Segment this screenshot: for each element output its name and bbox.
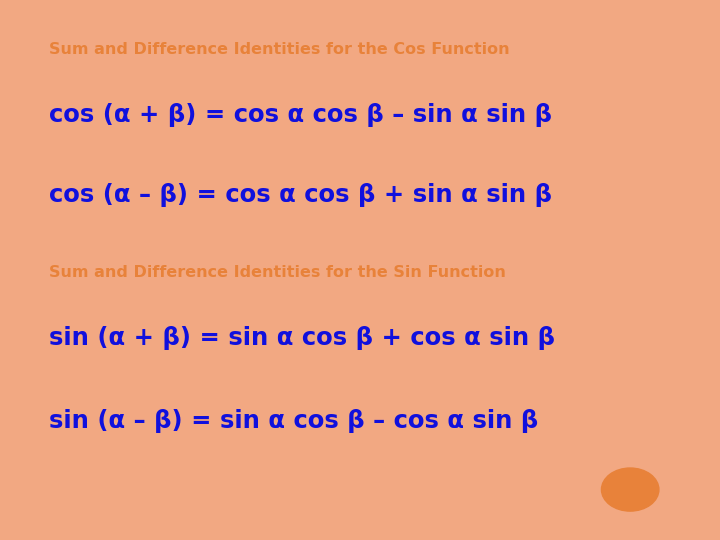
Text: cos (α + β) = cos α cos β – sin α sin β: cos (α + β) = cos α cos β – sin α sin β xyxy=(49,103,552,127)
Text: Sum and Difference Identities for the Cos Function: Sum and Difference Identities for the Co… xyxy=(49,42,510,57)
Text: cos (α – β) = cos α cos β + sin α sin β: cos (α – β) = cos α cos β + sin α sin β xyxy=(49,183,552,207)
Circle shape xyxy=(601,468,659,511)
Text: Sum and Difference Identities for the Sin Function: Sum and Difference Identities for the Si… xyxy=(49,265,505,280)
Text: sin (α + β) = sin α cos β + cos α sin β: sin (α + β) = sin α cos β + cos α sin β xyxy=(49,326,555,350)
Text: sin (α – β) = sin α cos β – cos α sin β: sin (α – β) = sin α cos β – cos α sin β xyxy=(49,408,538,433)
